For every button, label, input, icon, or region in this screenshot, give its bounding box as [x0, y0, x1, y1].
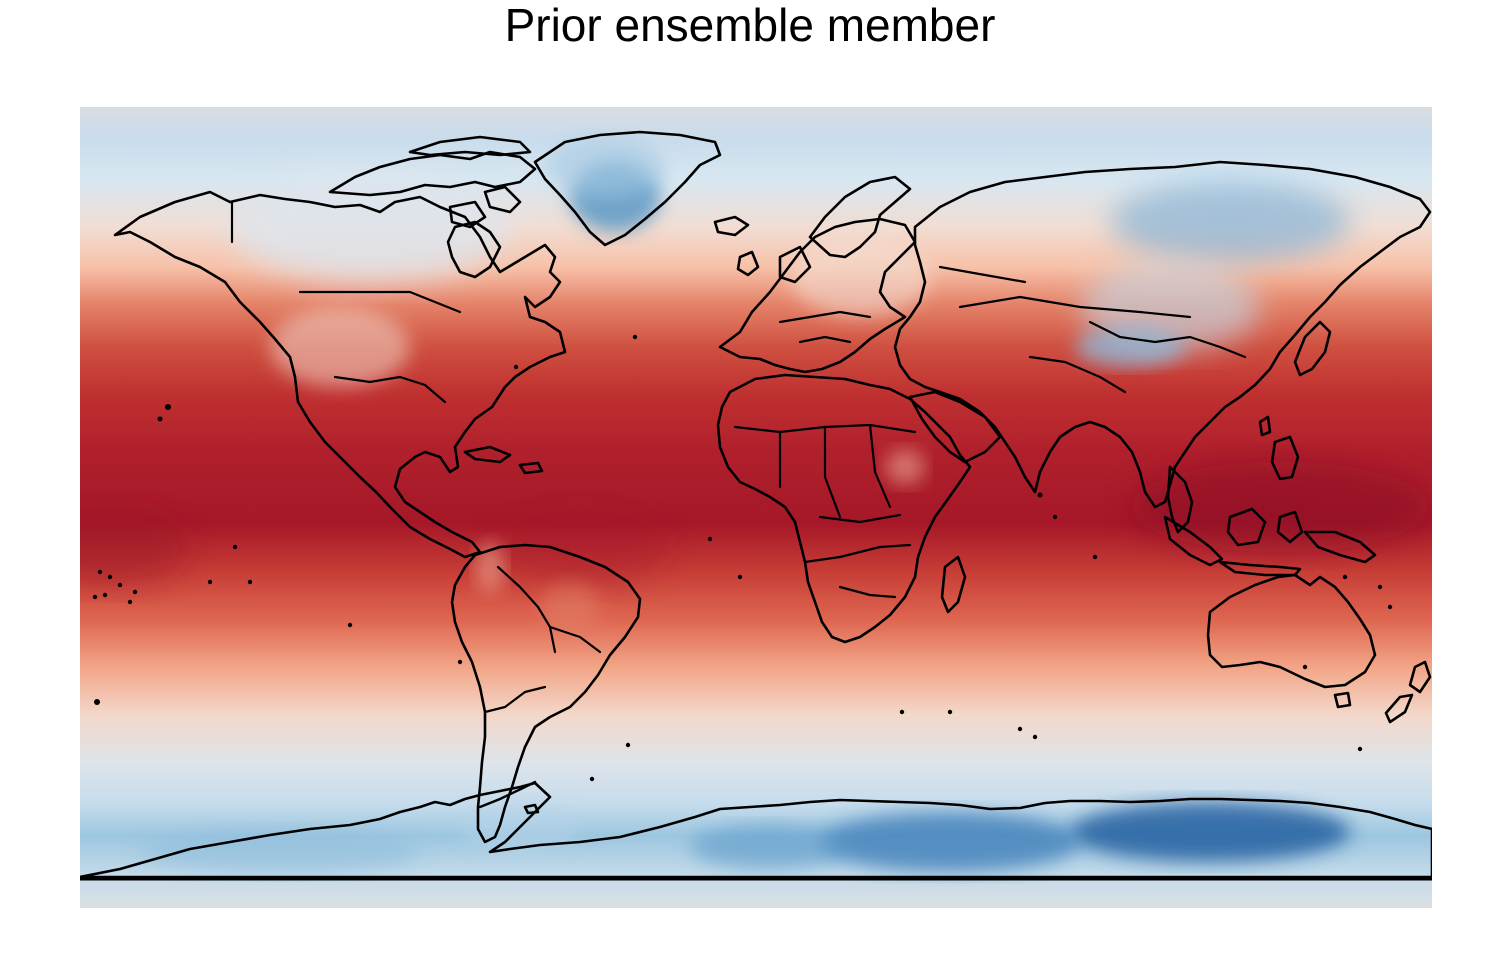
- asia-outline: [893, 160, 1432, 509]
- africa-outline: [716, 373, 972, 644]
- scandinavia-outline: [808, 175, 912, 259]
- arctic-islands: [328, 150, 537, 197]
- north-america-outline: [113, 190, 567, 559]
- new-zealand: [1408, 660, 1432, 694]
- antarctica-outline: [80, 781, 1432, 879]
- hudson-bay: [446, 220, 502, 279]
- coastlines: [80, 130, 1432, 881]
- field-map: [80, 107, 1432, 908]
- australia-outline: [1206, 573, 1377, 689]
- europe-outline: [718, 217, 917, 374]
- madagascar: [940, 555, 967, 614]
- south-america-outline: [450, 543, 642, 844]
- indonesia: [1163, 515, 1224, 567]
- greenland-outline: [533, 130, 722, 247]
- field-anomalies: [80, 137, 1430, 874]
- new-guinea: [1303, 530, 1377, 564]
- arabia-outline: [908, 390, 1002, 464]
- map-panel: [80, 107, 1432, 908]
- japan: [1293, 320, 1332, 377]
- plot-title: Prior ensemble member: [504, 0, 996, 51]
- islands: [92, 334, 1393, 782]
